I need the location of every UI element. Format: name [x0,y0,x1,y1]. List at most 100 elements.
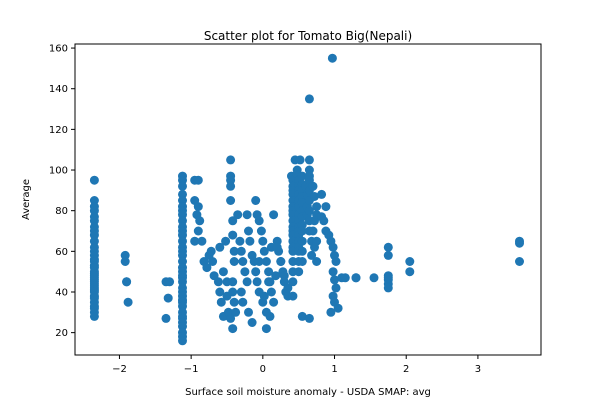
data-point [304,94,314,104]
data-point [245,236,255,246]
data-point [228,324,238,334]
data-point [242,210,252,220]
data-point [295,155,305,165]
data-point [221,236,231,246]
data-point [283,283,293,293]
data-point [312,257,322,266]
data-point [226,313,236,323]
data-point [213,277,223,287]
data-point [228,230,238,240]
data-point [235,236,245,246]
data-point [331,257,341,266]
data-point [307,250,317,260]
data-point [310,216,319,226]
data-point [259,246,269,256]
data-point [271,271,281,281]
data-point [327,53,337,63]
data-point [226,155,236,165]
data-point [312,202,322,212]
y-axis-title: Average [21,179,32,220]
data-point [233,210,243,220]
data-point [193,175,203,185]
data-point [215,242,225,252]
data-point [242,277,252,287]
data-point [331,283,341,293]
data-point [328,242,338,252]
data-point [310,192,319,201]
data-point [254,257,264,266]
data-point [264,277,274,287]
data-point [202,263,212,273]
data-point [178,336,187,346]
data-point [297,246,307,256]
data-point [244,307,253,317]
data-point [261,324,271,334]
data-point [297,236,307,246]
data-point [229,257,239,266]
data-point [317,189,327,199]
data-point [226,181,236,191]
data-point [123,297,133,307]
data-point [240,267,250,277]
data-point [229,246,239,256]
data-point [369,273,379,283]
data-point [193,202,203,212]
y-tick-label: 140 [49,84,68,95]
data-point [288,291,298,301]
data-point [294,267,304,277]
data-point [206,246,216,256]
y-tick-label: 60 [55,247,68,258]
data-point [236,246,246,256]
data-point [326,307,336,317]
data-point [251,267,261,277]
y-tick-label: 80 [55,206,68,217]
data-point [195,216,205,226]
data-point [319,216,329,226]
data-point [229,297,239,307]
data-point [515,238,524,248]
data-point [122,277,132,287]
data-point [279,271,289,281]
data-point [383,250,393,260]
x-axis-ticks: −2 −1 0 1 2 3 [112,355,481,375]
data-point [383,283,393,293]
data-point [304,313,314,323]
data-point [272,242,282,252]
data-point [265,311,275,321]
data-point [310,242,319,252]
data-point [269,297,279,307]
data-point [236,287,246,297]
data-point [197,236,207,246]
data-point [266,287,276,297]
data-point [515,257,524,266]
data-point [256,226,266,236]
data-point [252,277,262,287]
data-point [288,277,298,287]
data-point [238,297,248,307]
data-point [165,277,175,287]
data-point [261,257,271,266]
data-point [216,297,226,307]
data-point [330,275,339,285]
data-point [276,257,286,266]
data-point [304,206,314,216]
y-axis-ticks: 20 40 60 80 100 120 140 160 [49,44,75,339]
data-point [328,267,338,277]
y-tick-label: 40 [55,287,68,298]
data-point [340,273,350,283]
data-point [405,267,415,277]
x-tick-label: −2 [112,364,127,375]
data-point [383,273,393,283]
data-point [264,267,274,277]
data-point [251,196,261,205]
data-point [254,216,264,226]
data-point [297,226,307,236]
data-point [297,311,307,321]
data-point [178,181,187,191]
data-point [89,175,99,185]
y-tick-label: 160 [49,44,68,55]
data-point [215,287,225,297]
x-tick-label: 3 [475,364,481,375]
data-point [304,155,314,165]
